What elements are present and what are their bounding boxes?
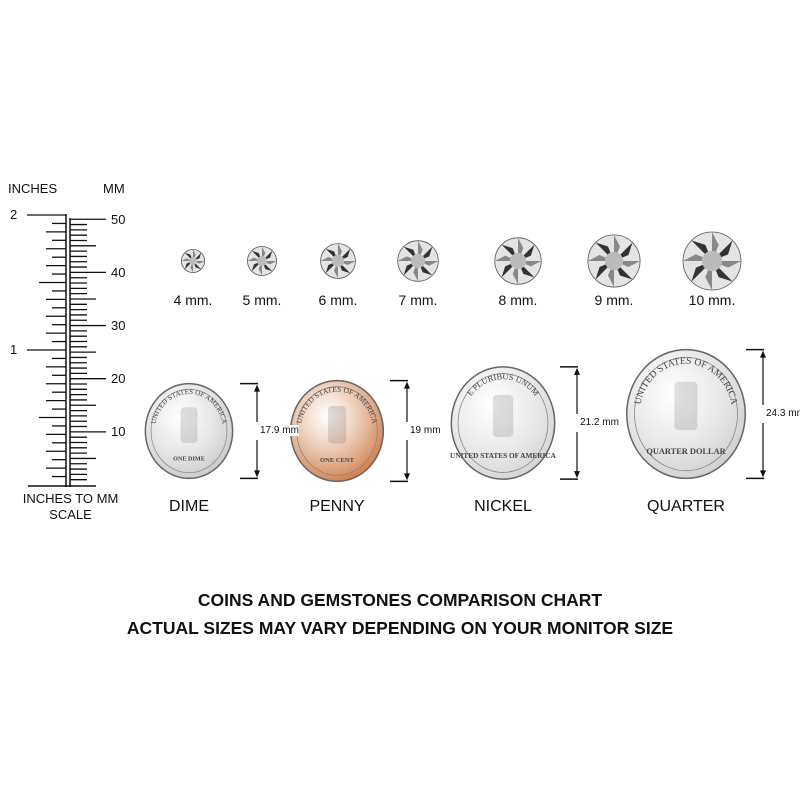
- gem-facet: [325, 248, 338, 261]
- coin-icon: [626, 348, 746, 480]
- gem-facet: [518, 244, 535, 261]
- footer-title: COINS AND GEMSTONES COMPARISON CHART: [197, 590, 603, 610]
- arrow-down-icon: [254, 470, 260, 478]
- arrow-down-icon: [760, 470, 766, 478]
- arrow-down-icon: [404, 473, 410, 481]
- mm-tick-label-40: 40: [111, 265, 126, 280]
- coin-diameter-label: 21.2 mm: [580, 417, 619, 428]
- gemstone-8mm: [494, 237, 542, 285]
- ruler-caption-line2: SCALE: [49, 507, 92, 522]
- dimension-bracket: [746, 348, 766, 480]
- arrow-up-icon: [404, 381, 410, 389]
- coin-icon: [144, 382, 234, 480]
- dimension-bracket: [390, 379, 410, 483]
- coin-name-label: QUARTER: [647, 498, 725, 515]
- ruler-caption: INCHES TO MM SCALE: [8, 491, 133, 523]
- dimension-bracket: [560, 366, 580, 480]
- gem-size-label: 7 mm.: [398, 292, 438, 308]
- gem-size-label: 9 mm.: [594, 292, 634, 308]
- coin-emblem: [180, 407, 198, 443]
- coin-diameter-label: 24.3 mm: [766, 408, 800, 419]
- gem-facet: [614, 261, 633, 280]
- coin-bottom-text: ONE DIME: [173, 456, 205, 462]
- coin-name-label: DIME: [169, 498, 209, 515]
- inch-tick-label-1: 1: [10, 342, 18, 357]
- gem-table: [256, 255, 268, 267]
- gem-facet: [184, 252, 193, 261]
- coin-bottom-text: QUARTER DOLLAR: [646, 447, 726, 456]
- coin-emblem: [327, 405, 347, 444]
- gemstone-9mm: [587, 234, 641, 288]
- dimension-bracket: [240, 382, 260, 480]
- gem-facet: [193, 261, 202, 270]
- coin-diameter-label: 17.9 mm: [260, 425, 299, 436]
- ruler-scale: [27, 214, 106, 487]
- mm-tick-label-50: 50: [111, 212, 126, 227]
- coin-emblem: [674, 381, 698, 431]
- inch-tick-label-2: 2: [10, 207, 18, 222]
- mm-tick-label-20: 20: [111, 371, 126, 386]
- footer-note: ACTUAL SIZES MAY VARY DEPENDING ON YOUR …: [126, 618, 674, 638]
- arrow-up-icon: [760, 350, 766, 358]
- coin-bottom-text: ONE CENT: [320, 457, 355, 464]
- gem-size-label: 6 mm.: [318, 292, 358, 308]
- ruler-caption-line1: INCHES TO MM: [22, 491, 119, 506]
- arrow-up-icon: [574, 367, 580, 375]
- coin-icon: [450, 366, 556, 480]
- mm-tick-label-30: 30: [111, 318, 126, 333]
- gem-facet: [501, 261, 518, 278]
- arrow-down-icon: [574, 471, 580, 479]
- gem-size-label: 4 mm.: [173, 292, 213, 308]
- coin-diameter-label: 19 mm: [410, 425, 441, 436]
- mm-label: MM: [103, 181, 125, 196]
- coin-name-label: PENNY: [309, 498, 365, 515]
- coin-bottom-text: UNITED STATES OF AMERICA: [450, 451, 557, 460]
- arrow-up-icon: [254, 384, 260, 392]
- coin-rim: [457, 373, 549, 473]
- gemstone-5mm: [247, 246, 277, 276]
- gem-table: [509, 252, 527, 270]
- coin-rim: [150, 388, 228, 474]
- gemstone-6mm: [320, 243, 356, 279]
- gem-facet: [595, 242, 614, 261]
- gem-size-label: 10 mm.: [688, 292, 736, 308]
- gem-table: [701, 250, 723, 272]
- mm-tick-label-10: 10: [111, 424, 126, 439]
- gem-table: [331, 254, 345, 268]
- gem-table: [188, 256, 198, 266]
- gem-table: [604, 251, 624, 271]
- inches-label: INCHES: [8, 181, 58, 196]
- coin-emblem: [492, 394, 514, 438]
- coin-rim: [634, 356, 738, 472]
- gem-facet: [418, 246, 433, 261]
- gem-size-label: 5 mm.: [242, 292, 282, 308]
- gem-table: [410, 253, 426, 269]
- gem-size-label: 8 mm.: [498, 292, 538, 308]
- gemstone-7mm: [397, 240, 439, 282]
- gemstone-10mm: [682, 231, 742, 291]
- coin-name-label: NICKEL: [474, 498, 532, 515]
- gemstone-4mm: [180, 248, 205, 273]
